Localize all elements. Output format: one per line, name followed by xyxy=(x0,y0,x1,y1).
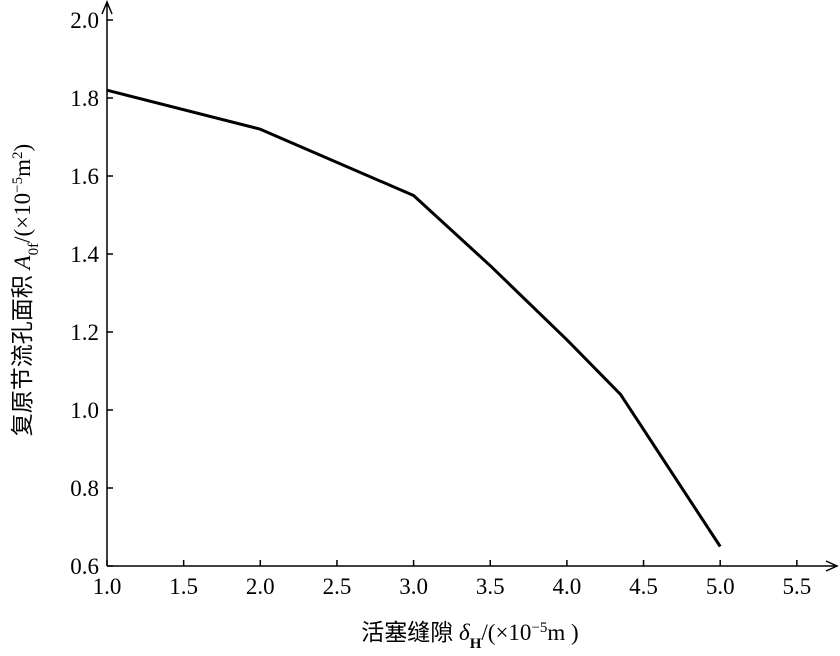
x-tick-label: 1.0 xyxy=(93,574,122,599)
y-tick-label: 1.0 xyxy=(70,398,99,423)
x-tick-label: 5.0 xyxy=(706,574,735,599)
y-tick-label: 1.2 xyxy=(70,320,99,345)
x-tick-label: 3.0 xyxy=(399,574,428,599)
x-tick-label: 3.5 xyxy=(476,574,505,599)
x-tick-label: 1.5 xyxy=(169,574,198,599)
x-label-part: δ xyxy=(459,620,470,645)
y-tick-label: 2.0 xyxy=(70,8,99,33)
x-label-part: −5 xyxy=(531,620,547,636)
y-label-part: /(×10 xyxy=(10,193,35,243)
y-tick-label: 0.6 xyxy=(70,554,99,579)
y-label-part: m xyxy=(10,159,35,177)
y-tick-label: 1.4 xyxy=(70,242,99,267)
x-axis-label: 活塞缝隙 δH/(×10−5m ) xyxy=(361,620,578,652)
y-tick-label: 1.8 xyxy=(70,86,99,111)
x-tick-label: 5.5 xyxy=(782,574,811,599)
x-tick-label: 2.0 xyxy=(246,574,275,599)
x-label-part: m ) xyxy=(547,620,578,645)
y-tick-label: 1.6 xyxy=(70,164,99,189)
x-label-part: /(×10 xyxy=(481,620,531,645)
x-tick-label: 2.5 xyxy=(323,574,352,599)
y-tick-label: 0.8 xyxy=(70,476,99,501)
x-tick-label: 4.5 xyxy=(629,574,658,599)
y-label-part: 复原节流孔面积 xyxy=(10,269,35,436)
y-label-part: 0f xyxy=(26,243,42,256)
x-label-part: 活塞缝隙 xyxy=(361,620,459,645)
y-axis-label: 复原节流孔面积 A0f/(×10−5m2) xyxy=(10,144,42,436)
data-line xyxy=(106,88,722,548)
y-label-part: −5 xyxy=(10,177,26,193)
x-tick-label: 4.0 xyxy=(553,574,582,599)
y-label-part: A xyxy=(10,254,35,271)
x-label-part: H xyxy=(470,636,482,652)
y-label-part: 2 xyxy=(10,151,26,159)
axes xyxy=(101,0,839,572)
y-label-part: ) xyxy=(10,144,35,152)
